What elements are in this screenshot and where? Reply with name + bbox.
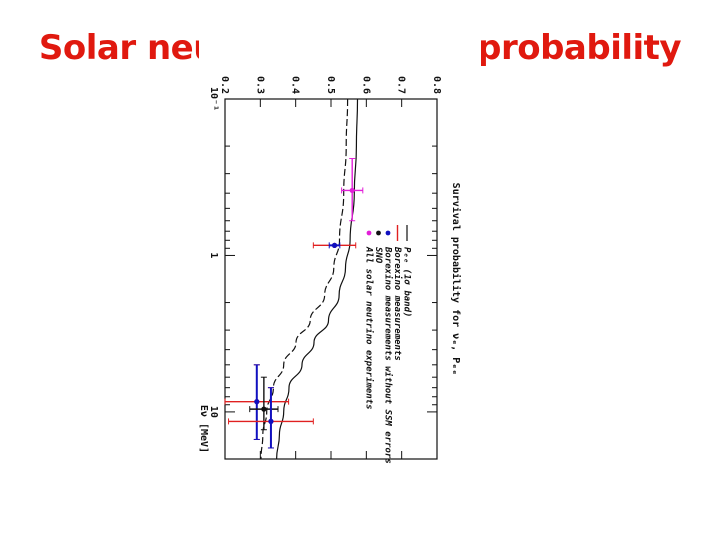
legend-label: SNO	[373, 247, 383, 264]
x-tick-label: 1	[208, 252, 219, 258]
y-tick-label: 0.3	[254, 76, 265, 94]
y-tick-label: 0.4	[290, 76, 301, 94]
data-points	[224, 157, 364, 449]
legend-dot-symbol	[366, 230, 372, 236]
y-tick-label: 0.7	[396, 76, 407, 94]
legend: Pₑₑ (1σ band)Borexino measurementsBorexi…	[364, 225, 412, 464]
x-tick-label: 10	[208, 406, 219, 418]
data-point	[261, 406, 267, 412]
data-point	[349, 187, 355, 194]
survival-probability-chart: 0.2 0.3 0.4 0.5 0.6 0.7 0.8 10⁻¹ 1 10 Pₑₑ (1σ ba…	[199, 16, 481, 478]
plot-area: 0.2 0.3 0.4 0.5 0.6 0.7 0.8 10⁻¹ 1 10 Pₑₑ (1σ ba…	[199, 76, 462, 464]
y-ticks: 0.2 0.3 0.4 0.5 0.6 0.7 0.8	[219, 76, 442, 459]
plot-panel: 0.2 0.3 0.4 0.5 0.6 0.7 0.8 10⁻¹ 1 10 Pₑₑ (1σ ba…	[199, 16, 481, 478]
legend-label: Borexino measurements	[392, 246, 403, 361]
x-ticks: 10⁻¹ 1 10	[208, 87, 437, 460]
pee-band-curve	[260, 98, 349, 460]
y-tick-label: 0.6	[360, 76, 371, 94]
y-tick-label: 0.8	[431, 76, 442, 94]
legend-label: All solar neutrino experiments	[364, 246, 375, 410]
legend-label: Borexino measurements without SSM errors	[383, 246, 394, 464]
data-point	[254, 399, 260, 405]
pee-band	[260, 98, 359, 460]
x-axis-label: Eν [MeV]	[199, 405, 209, 453]
x-tick-label: 10⁻¹	[208, 87, 219, 111]
data-point	[331, 242, 338, 248]
pee-band-curve	[276, 98, 359, 460]
data-point	[268, 418, 274, 424]
legend-label: Pₑₑ (1σ band)	[402, 247, 412, 317]
legend-dot-symbol	[385, 230, 391, 236]
y-tick-label: 0.5	[325, 76, 336, 94]
legend-dot-symbol	[376, 230, 381, 236]
y-axis-label: Survival probability for νₑ, Pₑₑ	[450, 183, 462, 376]
y-tick-label: 0.2	[219, 76, 230, 94]
